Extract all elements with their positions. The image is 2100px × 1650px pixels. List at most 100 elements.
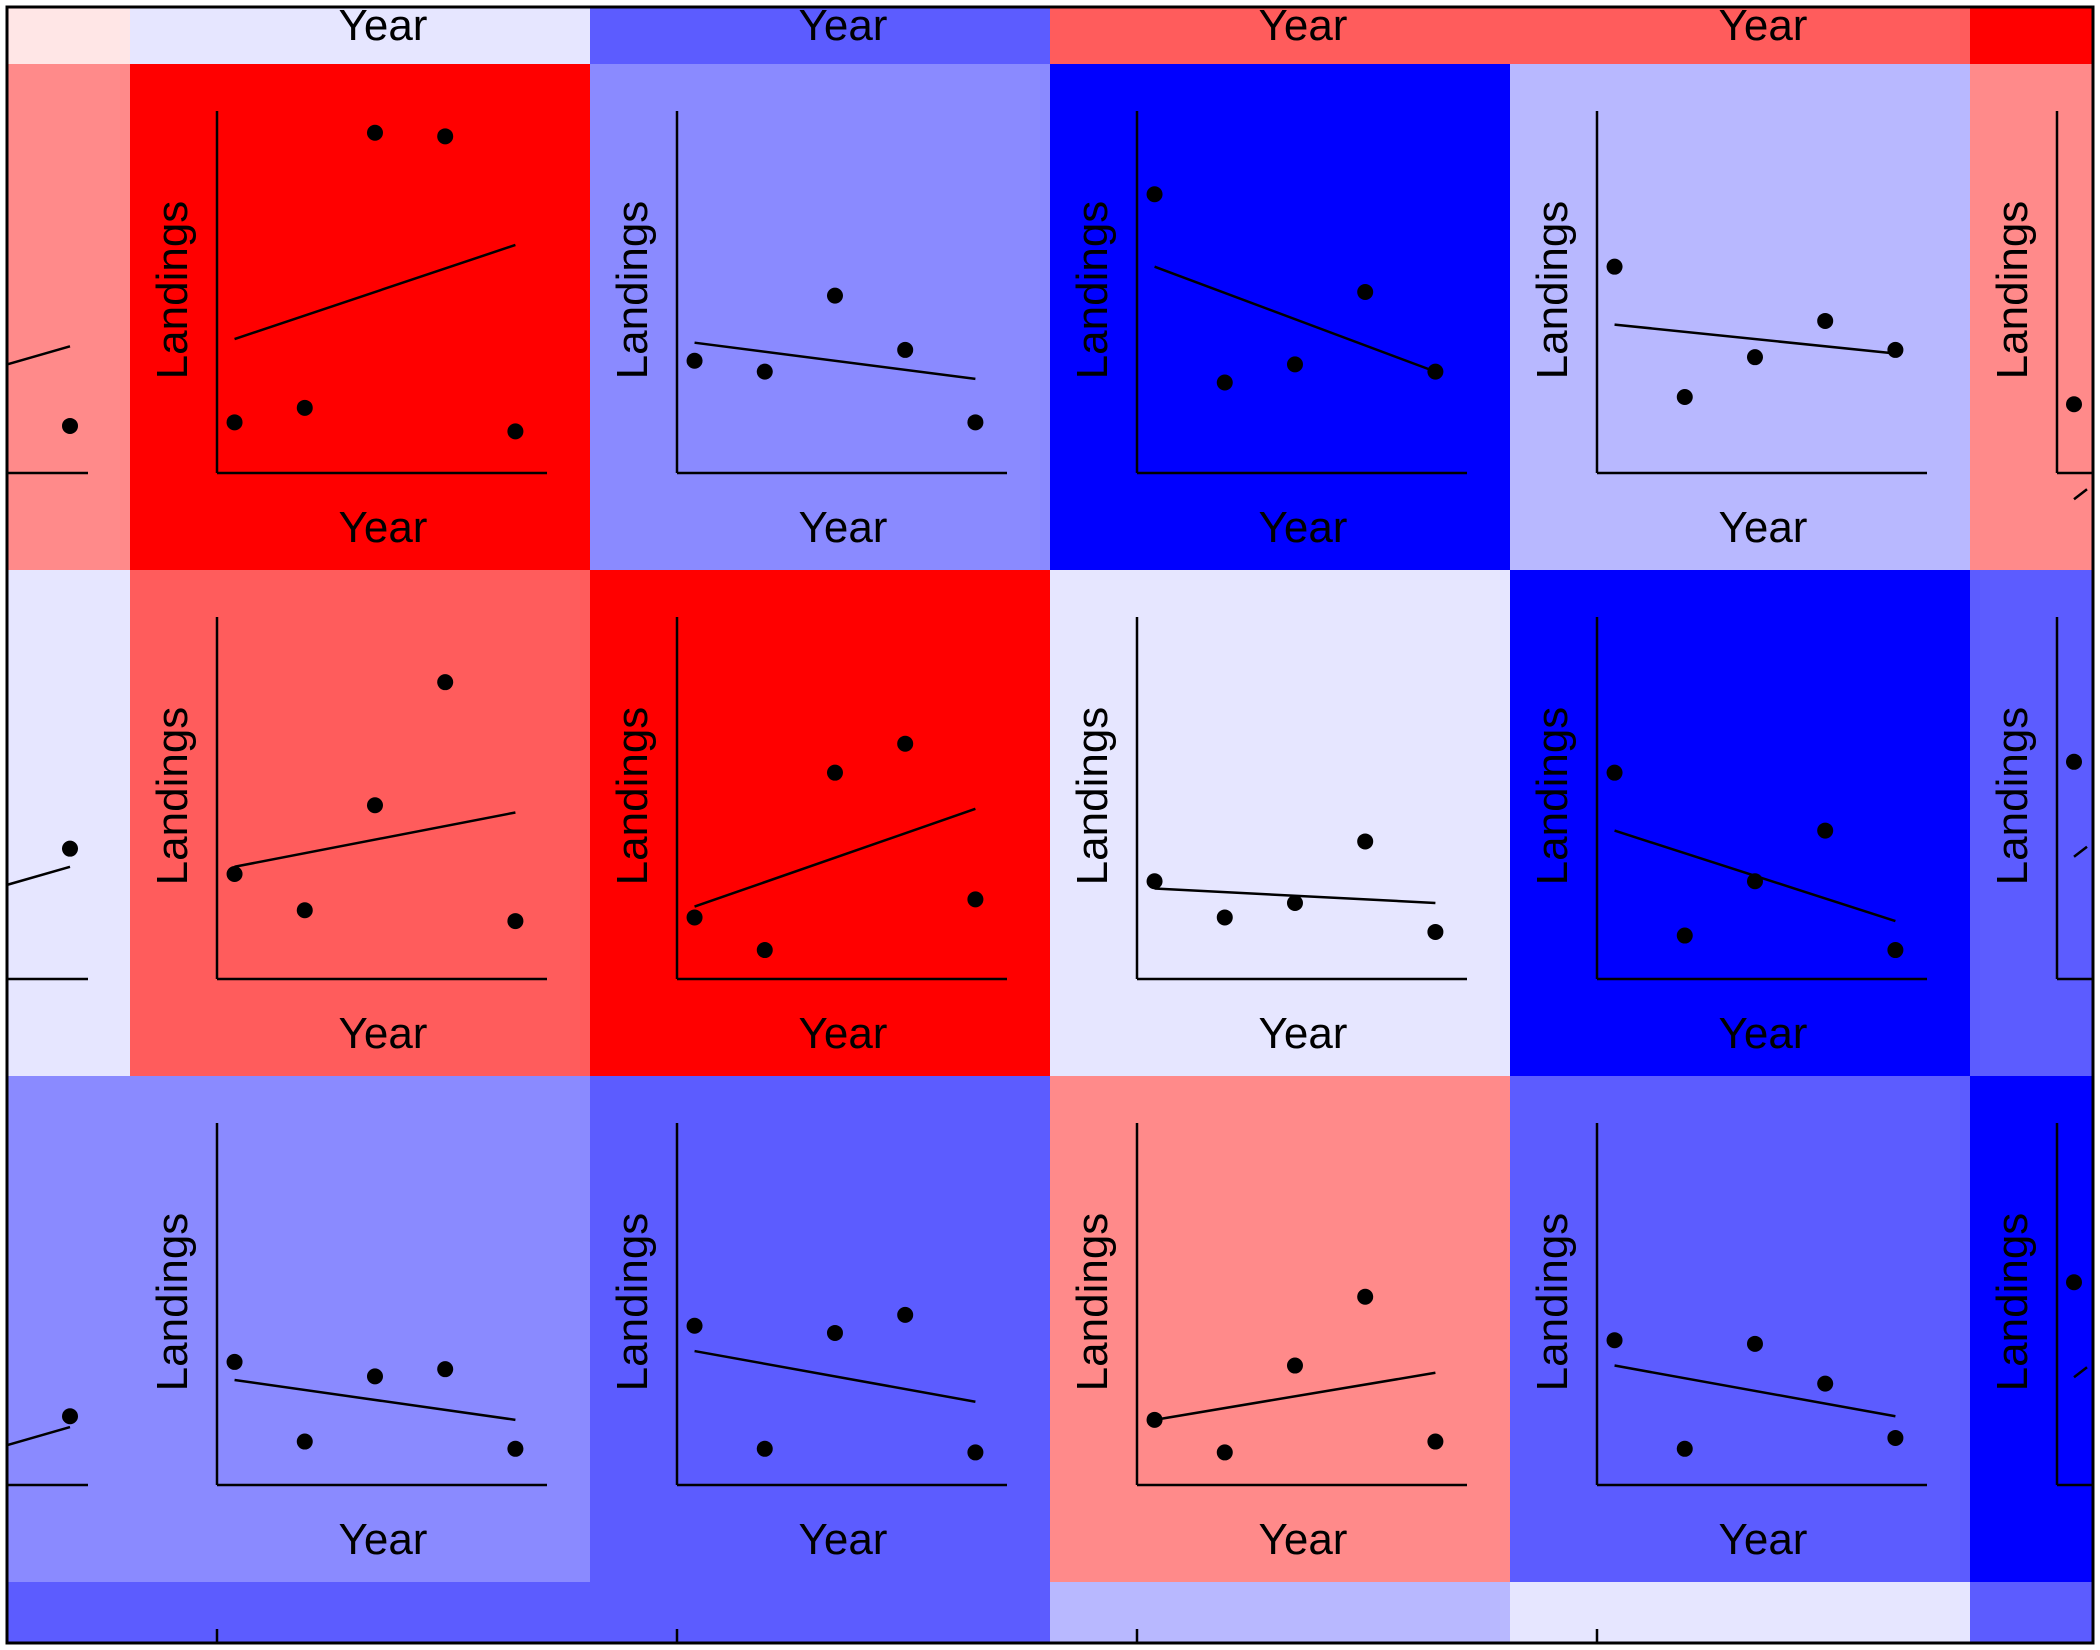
outer-tick-marks	[215, 1629, 1599, 1643]
scatter-panel: Year Landings	[608, 111, 1007, 552]
y-axis-label: Landings	[608, 201, 657, 380]
data-point	[296, 399, 313, 416]
panel-background	[1050, 570, 1510, 1076]
top-edge-cell	[1050, 7, 1510, 64]
y-axis-label: Landings	[1988, 201, 2037, 380]
data-point	[1606, 1332, 1623, 1349]
data-point	[897, 1306, 914, 1323]
data-point	[1357, 1288, 1374, 1305]
data-point	[1286, 1357, 1303, 1374]
data-point	[686, 1317, 703, 1334]
x-axis-label: Year	[339, 503, 428, 552]
data-point	[1887, 1429, 1904, 1446]
top-clipped-xlabel: Year	[799, 1, 888, 50]
panel-background	[590, 1076, 1050, 1582]
trend-line	[234, 243, 516, 341]
data-point	[1427, 363, 1444, 380]
x-axis-label: Year	[339, 1009, 428, 1058]
trend-line	[694, 1349, 976, 1403]
data-point	[756, 363, 773, 380]
data-point	[826, 1324, 843, 1341]
data-point	[2066, 396, 2082, 413]
data-point	[226, 866, 243, 883]
data-point	[1286, 894, 1303, 911]
left-edge-partial-panel	[6, 840, 88, 981]
x-axis-label: Year	[1719, 503, 1808, 552]
trend-line	[1154, 1371, 1436, 1422]
data-point	[1146, 873, 1163, 890]
data-point	[1606, 764, 1623, 781]
trend-line	[234, 811, 516, 869]
figure-border	[5, 5, 2095, 1645]
bottom-edge-cell	[1050, 1582, 1510, 1643]
data-point	[366, 797, 383, 814]
scatter-panel: Year Landings	[148, 1123, 547, 1564]
x-axis-label: Year	[1259, 1009, 1348, 1058]
trend-line	[1614, 1364, 1896, 1418]
x-axis-label: Year	[799, 1515, 888, 1564]
panel-background	[1050, 1076, 1510, 1582]
data-point	[1286, 356, 1303, 373]
trend-line	[2073, 488, 2088, 501]
cell-backgrounds	[7, 7, 2093, 1643]
data-point	[1746, 349, 1763, 366]
y-axis-label: Landings	[148, 1213, 197, 1392]
trend-line	[234, 1378, 516, 1422]
left-edge-partial-panel	[6, 345, 88, 475]
data-point	[226, 414, 243, 431]
panel-background	[130, 1076, 590, 1582]
y-axis-label: Landings	[608, 1213, 657, 1392]
data-point	[1887, 341, 1904, 358]
x-axis-label: Year	[1259, 1515, 1348, 1564]
data-point	[967, 1444, 984, 1461]
panel-background	[590, 64, 1050, 570]
right-edge-partial-panel: Landings	[1988, 1123, 2093, 1487]
data-point	[1817, 312, 1834, 329]
top-clipped-xlabel: Year	[1719, 1, 1808, 50]
top-edge-cell	[130, 7, 590, 64]
trend-line	[1154, 265, 1436, 373]
panel-grid: Year Year Year Year Year Landings Year Landings…	[148, 1, 1927, 1564]
trend-line	[694, 341, 976, 381]
trend-line	[6, 865, 71, 887]
edge-partial-panels: Landings Landings Landings	[6, 111, 2093, 1487]
bottom-edge-cell	[130, 1582, 590, 1643]
top-edge-cell	[1970, 7, 2093, 64]
data-point	[1606, 258, 1623, 275]
data-point	[2066, 1274, 2082, 1291]
data-point	[1676, 927, 1693, 944]
y-axis-label: Landings	[1068, 1213, 1117, 1392]
trend-line	[2073, 845, 2088, 858]
y-axis-label: Landings	[608, 707, 657, 886]
data-point	[1817, 822, 1834, 839]
data-point	[507, 913, 524, 930]
right-edge-cell	[1970, 64, 2093, 570]
scatter-panel: Year Landings	[1068, 1123, 1467, 1564]
data-point	[967, 414, 984, 431]
y-axis-label: Landings	[1988, 707, 2037, 886]
top-edge-cell	[1510, 7, 1970, 64]
left-edge-cell	[7, 570, 130, 1076]
data-point	[507, 423, 524, 440]
data-point	[366, 1368, 383, 1385]
data-point	[366, 124, 383, 141]
trend-line	[1614, 323, 1896, 355]
panel-background	[590, 570, 1050, 1076]
data-point	[1746, 1335, 1763, 1352]
data-point	[437, 674, 454, 691]
y-axis-label: Landings	[148, 201, 197, 380]
data-point	[62, 840, 78, 857]
x-axis-label: Year	[1719, 1515, 1808, 1564]
scatter-panel: Year Landings	[1528, 617, 1927, 1058]
x-axis-label: Year	[799, 503, 888, 552]
data-point	[1357, 284, 1374, 300]
data-point	[1817, 1375, 1834, 1392]
top-clipped-xlabel: Year	[339, 1, 428, 50]
data-point	[1216, 909, 1233, 926]
data-point	[1427, 923, 1444, 940]
panel-background	[1510, 64, 1970, 570]
data-point	[1146, 186, 1163, 203]
panel-background	[130, 570, 590, 1076]
data-point	[1216, 1444, 1233, 1461]
scatter-panel: Year Landings	[608, 1123, 1007, 1564]
